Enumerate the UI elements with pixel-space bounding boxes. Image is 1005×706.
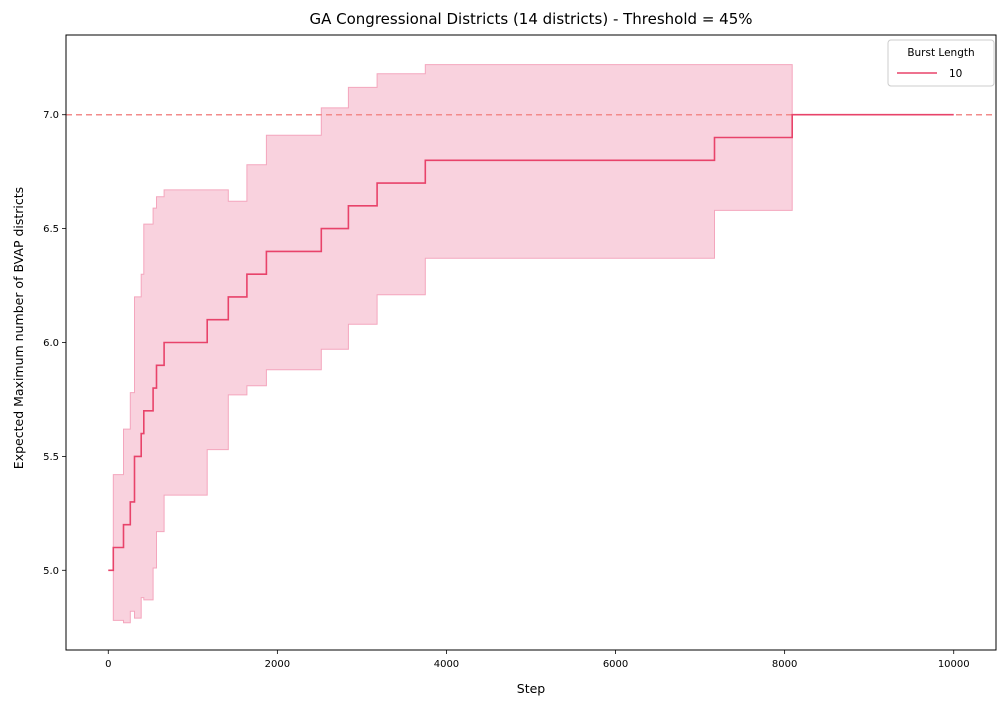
series-line-layer bbox=[108, 113, 954, 572]
x-axis-title: Step bbox=[517, 681, 546, 696]
confidence-band-layer bbox=[108, 64, 954, 624]
y-tick-label: 5.5 bbox=[43, 452, 59, 463]
x-tick-label: 0 bbox=[105, 659, 111, 670]
confidence-band-0 bbox=[108, 64, 954, 624]
legend-entry-label: 10 bbox=[949, 68, 962, 80]
y-tick-label: 5.0 bbox=[43, 566, 59, 577]
y-axis-title: Expected Maximum number of BVAP district… bbox=[11, 187, 26, 469]
y-axis: 5.0 5.5 6.0 6.5 7.0 bbox=[43, 110, 66, 577]
x-tick-label: 10000 bbox=[938, 659, 970, 670]
x-axis: 0 2000 4000 6000 8000 10000 bbox=[105, 650, 970, 670]
y-tick-label: 6.5 bbox=[43, 224, 59, 235]
legend-box bbox=[887, 39, 995, 87]
series-line-0 bbox=[108, 113, 954, 572]
y-tick-label: 6.0 bbox=[43, 338, 59, 349]
x-tick-label: 6000 bbox=[603, 659, 628, 670]
y-tick-label: 7.0 bbox=[43, 110, 59, 121]
legend-title: Burst Length bbox=[907, 47, 974, 59]
x-tick-label: 2000 bbox=[265, 659, 290, 670]
x-tick-label: 8000 bbox=[772, 659, 797, 670]
x-tick-label: 4000 bbox=[434, 659, 459, 670]
chart-title: GA Congressional Districts (14 districts… bbox=[309, 10, 752, 28]
legend: Burst Length 10 bbox=[887, 39, 995, 87]
plot-area bbox=[65, 34, 997, 651]
